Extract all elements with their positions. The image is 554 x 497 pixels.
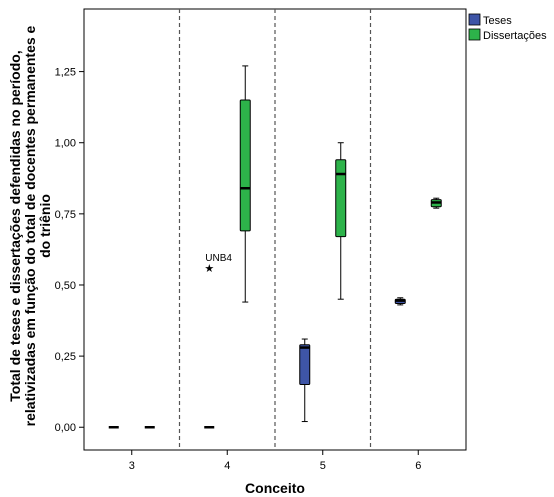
- y-tick-label: 1,00: [55, 138, 76, 150]
- x-tick-label: 5: [320, 460, 326, 472]
- y-axis-label: Total de teses e dissertações defendidas…: [7, 25, 53, 426]
- y-axis-label-line: relativizadas em função do total de doce…: [22, 25, 38, 426]
- x-axis-label: Conceito: [245, 480, 305, 496]
- outlier-marker: ★: [204, 263, 214, 275]
- legend-swatch-teses: [468, 13, 481, 26]
- y-tick-label: 0,00: [55, 422, 76, 434]
- legend-label-teses: Teses: [483, 15, 512, 27]
- y-axis-label-line: do triênio: [37, 194, 53, 258]
- box-iqr: [239, 99, 251, 232]
- outlier-label: UNB4: [205, 253, 232, 264]
- legend-label-dissertacoes: Dissertações: [483, 30, 547, 42]
- legend-swatch-dissertacoes: [468, 28, 481, 41]
- x-tick-label: 4: [224, 460, 230, 472]
- x-tick-label: 6: [415, 460, 421, 472]
- x-tick-label: 3: [129, 460, 135, 472]
- box-iqr: [335, 159, 347, 238]
- legend: Teses Dissertações: [468, 13, 547, 42]
- y-tick-label: 0,75: [55, 209, 76, 221]
- y-tick-label: 0,50: [55, 280, 76, 292]
- box-iqr: [299, 344, 311, 386]
- y-tick-label: 1,25: [55, 67, 76, 79]
- y-tick-label: 0,25: [55, 351, 76, 363]
- y-axis-label-line: Total de teses e dissertações defendidas…: [7, 50, 23, 401]
